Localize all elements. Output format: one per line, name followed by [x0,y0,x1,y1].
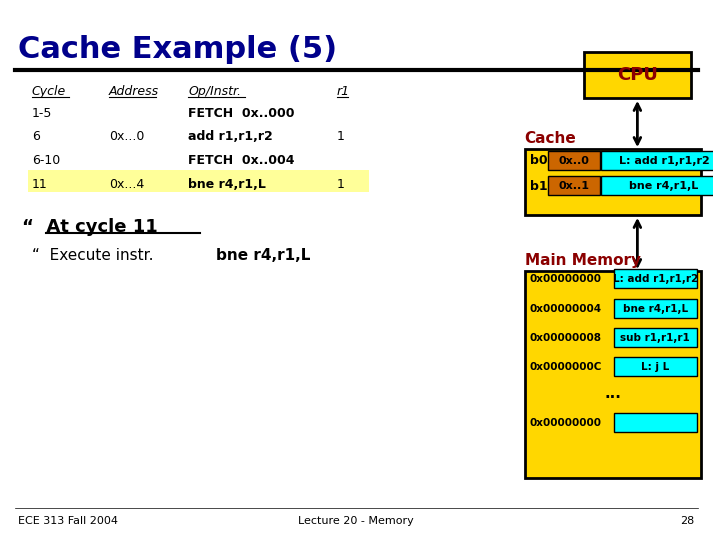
FancyBboxPatch shape [613,413,697,432]
Text: 1: 1 [336,178,344,191]
Text: FETCH  0x..004: FETCH 0x..004 [188,154,294,167]
Text: 0x0000000C: 0x0000000C [529,362,602,372]
Text: sub r1,r1,r1: sub r1,r1,r1 [621,333,690,343]
Text: 11: 11 [32,178,48,191]
Text: r1: r1 [336,85,350,98]
Text: 0x00000000: 0x00000000 [529,418,601,428]
Text: ...: ... [604,387,621,402]
Text: 6: 6 [32,130,40,143]
Text: Cache Example (5): Cache Example (5) [18,35,337,64]
FancyBboxPatch shape [584,52,690,98]
Text: 1-5: 1-5 [32,107,52,120]
Text: b1: b1 [529,179,547,192]
FancyBboxPatch shape [549,176,600,195]
Text: b0: b0 [529,154,547,167]
Text: bne r4,r1,L: bne r4,r1,L [188,178,266,191]
Text: CPU: CPU [617,66,658,84]
Text: 28: 28 [680,516,695,526]
Text: add r1,r1,r2: add r1,r1,r2 [188,130,273,143]
FancyBboxPatch shape [613,299,697,318]
Text: 0x00000008: 0x00000008 [529,333,601,343]
Text: 0x00000004: 0x00000004 [529,304,602,314]
FancyBboxPatch shape [613,269,697,288]
Text: L: add r1,r1,r2: L: add r1,r1,r2 [618,156,709,166]
Text: 0x...0: 0x...0 [109,130,144,143]
FancyBboxPatch shape [27,170,369,192]
Text: 0x..0: 0x..0 [559,156,590,166]
FancyBboxPatch shape [600,176,720,195]
Text: bne r4,r1,L: bne r4,r1,L [216,248,310,263]
Text: “  Execute instr.: “ Execute instr. [32,248,153,263]
Text: 1: 1 [336,130,344,143]
Text: 0x..1: 0x..1 [559,181,590,191]
Text: Address: Address [109,85,159,98]
FancyBboxPatch shape [525,149,701,215]
Text: 0x...4: 0x...4 [109,178,144,191]
FancyBboxPatch shape [613,328,697,347]
Text: Cycle: Cycle [32,85,66,98]
Text: FETCH  0x..000: FETCH 0x..000 [188,107,294,120]
Text: bne r4,r1,L: bne r4,r1,L [629,181,698,191]
FancyBboxPatch shape [549,151,600,170]
FancyBboxPatch shape [525,271,701,478]
FancyBboxPatch shape [600,151,720,170]
Text: bne r4,r1,L: bne r4,r1,L [623,304,688,314]
Text: ECE 313 Fall 2004: ECE 313 Fall 2004 [18,516,118,526]
Text: Cache: Cache [525,131,576,146]
Text: 0x00000000: 0x00000000 [529,274,601,284]
Text: L: j L: L: j L [641,362,670,372]
Text: “  At cycle 11: “ At cycle 11 [22,218,158,236]
Text: Main Memory: Main Memory [525,253,641,268]
Text: Op/Instr.: Op/Instr. [188,85,241,98]
Text: L: add r1,r1,r2: L: add r1,r1,r2 [613,274,698,284]
Text: 6-10: 6-10 [32,154,60,167]
Text: Lecture 20 - Memory: Lecture 20 - Memory [298,516,414,526]
FancyBboxPatch shape [613,357,697,376]
